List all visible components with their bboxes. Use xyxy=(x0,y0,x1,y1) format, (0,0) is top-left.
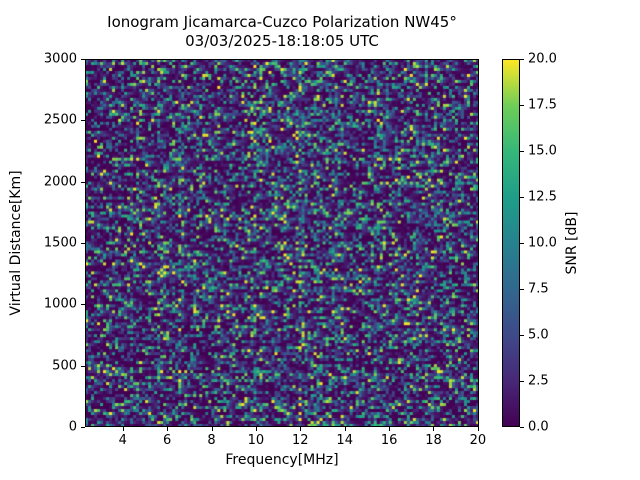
x-tick-mark xyxy=(389,427,391,431)
y-tick-label: 2000 xyxy=(43,174,77,190)
x-tick-mark xyxy=(122,427,124,431)
colorbar-tick-label: 20.0 xyxy=(528,51,557,67)
x-tick-label: 12 xyxy=(292,433,309,448)
colorbar-tick-mark xyxy=(520,243,524,244)
colorbar-tick-mark xyxy=(520,289,524,290)
heatmap-plot-area xyxy=(85,59,479,427)
x-tick-label: 20 xyxy=(469,433,487,448)
y-tick-mark xyxy=(81,59,85,60)
x-tick-mark xyxy=(211,427,213,431)
colorbar-tick-mark xyxy=(520,59,524,60)
chart-subtitle-timestamp: 03/03/2025-18:18:05 UTC xyxy=(185,32,379,50)
y-tick-label: 1500 xyxy=(43,235,77,251)
colorbar-tick-mark xyxy=(520,381,524,382)
y-tick-mark xyxy=(81,427,85,428)
colorbar-tick-mark xyxy=(520,151,524,152)
colorbar-tick-label: 10.0 xyxy=(528,235,557,251)
y-tick-mark xyxy=(81,181,85,183)
colorbar-tick-label: 0.0 xyxy=(528,419,549,435)
colorbar-gradient xyxy=(502,59,520,427)
colorbar-tick-label: 15.0 xyxy=(528,143,557,159)
x-tick-label: 10 xyxy=(247,433,265,448)
y-tick-mark xyxy=(81,304,85,306)
x-tick-label: 8 xyxy=(207,433,216,448)
y-tick-label: 3000 xyxy=(43,51,77,67)
colorbar-tick-mark xyxy=(520,197,524,198)
x-axis-label: Frequency[MHz] xyxy=(225,452,339,468)
x-tick-label: 16 xyxy=(380,433,398,448)
colorbar-tick-label: 12.5 xyxy=(528,189,557,205)
y-tick-label: 1000 xyxy=(43,296,77,312)
y-tick-mark xyxy=(81,365,85,367)
y-tick-label: 2500 xyxy=(43,112,77,128)
x-tick-label: 18 xyxy=(425,433,442,448)
x-tick-label: 6 xyxy=(162,433,172,448)
y-tick-mark xyxy=(81,243,85,244)
colorbar-tick-mark xyxy=(520,105,524,106)
colorbar-tick-mark xyxy=(520,427,524,428)
colorbar-tick-label: 7.5 xyxy=(528,281,549,297)
x-tick-label: 4 xyxy=(118,433,127,448)
x-tick-mark xyxy=(433,427,435,431)
colorbar-tick-label: 17.5 xyxy=(528,97,557,113)
colorbar-tick-mark xyxy=(520,335,524,336)
chart-title: Ionogram Jicamarca-Cuzco Polarization NW… xyxy=(107,13,457,31)
colorbar-tick-label: 2.5 xyxy=(528,373,549,389)
y-tick-label: 0 xyxy=(68,419,77,435)
x-tick-mark xyxy=(477,427,479,431)
ionogram-heatmap-canvas xyxy=(85,59,479,427)
x-tick-mark xyxy=(167,427,169,431)
colorbar-label: SNR [dB] xyxy=(564,211,580,275)
x-tick-mark xyxy=(300,427,302,431)
x-tick-mark xyxy=(255,427,257,431)
x-tick-mark xyxy=(344,427,346,431)
colorbar-tick-label: 5.0 xyxy=(528,327,549,343)
x-tick-label: 14 xyxy=(336,433,353,448)
y-tick-label: 500 xyxy=(52,358,77,374)
y-tick-mark xyxy=(81,120,85,122)
